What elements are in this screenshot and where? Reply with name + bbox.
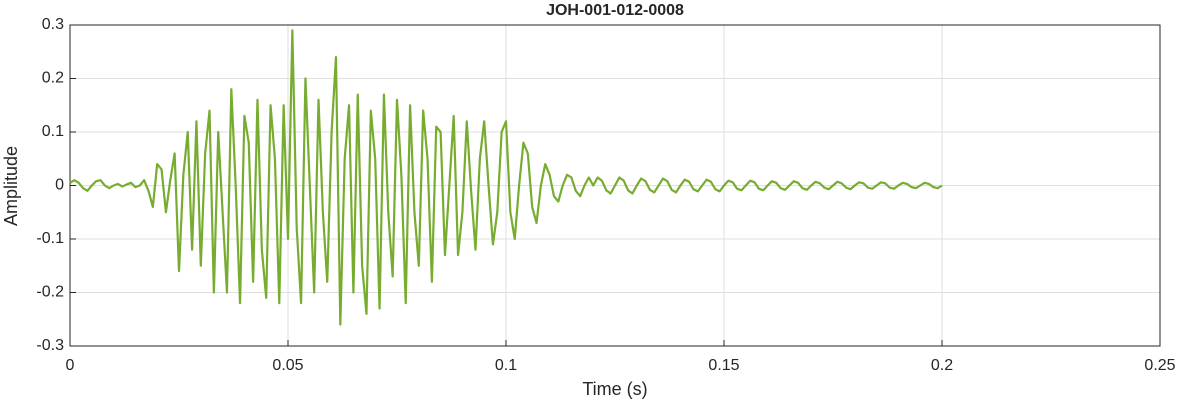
x-tick-label: 0.2: [931, 357, 953, 374]
plot-frame: [69, 24, 1161, 347]
x-tick-label: 0.25: [1144, 357, 1175, 374]
y-axis-label: Amplitude: [1, 146, 21, 226]
y-tick-label: 0.1: [42, 123, 64, 140]
waveform-line: [69, 29, 943, 326]
y-tick-label: 0.2: [42, 70, 64, 87]
x-tick-label: 0.05: [272, 357, 303, 374]
x-tick-label: 0.1: [495, 357, 517, 374]
y-tick-label: -0.2: [36, 284, 64, 301]
y-tick-label: -0.3: [36, 337, 64, 354]
y-tick-label: 0: [55, 177, 64, 194]
y-tick-label: 0.3: [42, 16, 64, 33]
x-tick-label: 0.15: [708, 357, 739, 374]
x-tick-label: 0: [66, 357, 75, 374]
chart-title: JOH-001-012-0008: [546, 2, 684, 19]
y-tick-label: -0.1: [36, 230, 64, 247]
x-axis-label: Time (s): [582, 379, 647, 399]
